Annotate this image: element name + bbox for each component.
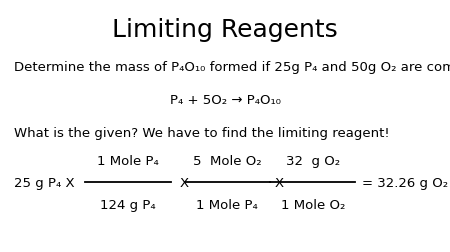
Text: 124 g P₄: 124 g P₄ [100, 198, 156, 211]
Text: 1 Mole P₄: 1 Mole P₄ [196, 198, 258, 211]
Text: Limiting Reagents: Limiting Reagents [112, 18, 338, 42]
Text: 5  Mole O₂: 5 Mole O₂ [193, 155, 261, 168]
Text: X: X [274, 176, 284, 189]
Text: 1 Mole P₄: 1 Mole P₄ [97, 155, 159, 168]
Text: 1 Mole O₂: 1 Mole O₂ [280, 198, 345, 211]
Text: P₄ + 5O₂ → P₄O₁₀: P₄ + 5O₂ → P₄O₁₀ [170, 93, 280, 106]
Text: Determine the mass of P₄O₁₀ formed if 25g P₄ and 50g O₂ are combined.: Determine the mass of P₄O₁₀ formed if 25… [14, 60, 450, 73]
Text: = 32.26 g O₂: = 32.26 g O₂ [362, 176, 448, 189]
Text: X: X [180, 176, 189, 189]
Text: 25 g P₄ X: 25 g P₄ X [14, 176, 74, 189]
Text: 32  g O₂: 32 g O₂ [286, 155, 340, 168]
Text: What is the given? We have to find the limiting reagent!: What is the given? We have to find the l… [14, 126, 389, 139]
